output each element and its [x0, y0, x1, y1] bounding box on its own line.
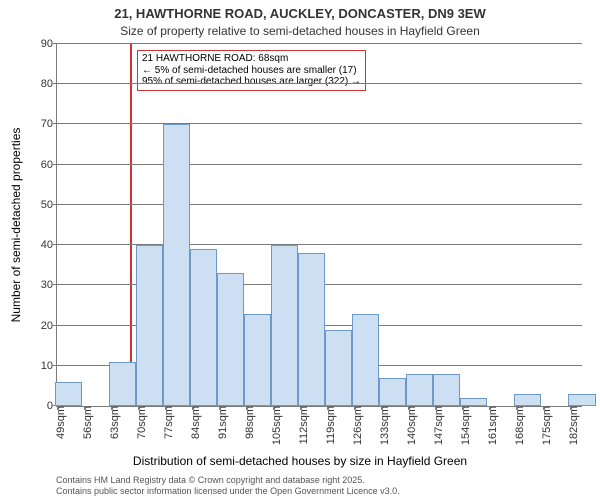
annotation-line2: ← 5% of semi-detached houses are smaller…: [142, 65, 361, 77]
y-tick-label: 10: [41, 360, 57, 372]
y-tick-label: 50: [41, 199, 57, 211]
histogram-bar: [271, 245, 298, 406]
x-tick-label: 63sqm: [105, 406, 121, 439]
histogram-bar: [433, 374, 460, 406]
histogram-bar: [352, 314, 379, 407]
y-gridline: [57, 204, 582, 205]
x-tick-label: 147sqm: [429, 406, 445, 445]
title-line1: 21, HAWTHORNE ROAD, AUCKLEY, DONCASTER, …: [0, 6, 600, 21]
histogram-bar: [163, 124, 190, 406]
y-tick-label: 70: [41, 118, 57, 130]
y-axis-label: Number of semi-detached properties: [9, 128, 23, 323]
y-tick-label: 60: [41, 159, 57, 171]
x-tick-label: 84sqm: [186, 406, 202, 439]
x-tick-label: 154sqm: [456, 406, 472, 445]
footer-line2: Contains public sector information licen…: [56, 486, 400, 497]
x-tick-label: 98sqm: [240, 406, 256, 439]
plot-area: 21 HAWTHORNE ROAD: 68sqm ← 5% of semi-de…: [56, 44, 582, 407]
histogram-bar: [109, 362, 136, 406]
x-tick-label: 168sqm: [510, 406, 526, 445]
y-tick-label: 40: [41, 239, 57, 251]
y-gridline: [57, 83, 582, 84]
y-gridline: [57, 43, 582, 44]
x-tick-label: 77sqm: [159, 406, 175, 439]
annotation-line1: 21 HAWTHORNE ROAD: 68sqm: [142, 53, 361, 65]
x-tick-label: 126sqm: [348, 406, 364, 445]
x-tick-label: 56sqm: [78, 406, 94, 439]
histogram-bar: [460, 398, 487, 406]
x-tick-label: 105sqm: [267, 406, 283, 445]
histogram-bar: [217, 273, 244, 406]
histogram-bar: [514, 394, 541, 406]
x-axis-label: Distribution of semi-detached houses by …: [0, 454, 600, 468]
histogram-bar: [298, 253, 325, 406]
chart-container: 21, HAWTHORNE ROAD, AUCKLEY, DONCASTER, …: [0, 0, 600, 500]
x-tick-label: 119sqm: [321, 406, 337, 444]
y-tick-label: 80: [41, 78, 57, 90]
y-gridline: [57, 123, 582, 124]
x-tick-label: 49sqm: [51, 406, 67, 439]
histogram-bar: [136, 245, 163, 406]
x-tick-label: 133sqm: [375, 406, 391, 445]
x-tick-label: 182sqm: [564, 406, 580, 445]
x-tick-label: 70sqm: [132, 406, 148, 439]
histogram-bar: [379, 378, 406, 406]
annotation-line3: 95% of semi-detached houses are larger (…: [142, 76, 361, 88]
footer-attribution: Contains HM Land Registry data © Crown c…: [56, 475, 400, 497]
histogram-bar: [406, 374, 433, 406]
x-tick-label: 175sqm: [537, 406, 553, 445]
histogram-bar: [568, 394, 595, 406]
y-gridline: [57, 164, 582, 165]
histogram-bar: [244, 314, 271, 407]
footer-line1: Contains HM Land Registry data © Crown c…: [56, 475, 400, 486]
x-tick-label: 140sqm: [402, 406, 418, 445]
x-tick-label: 112sqm: [294, 406, 310, 444]
y-tick-label: 20: [41, 320, 57, 332]
y-tick-label: 30: [41, 279, 57, 291]
x-tick-label: 161sqm: [483, 406, 499, 445]
histogram-bar: [325, 330, 352, 406]
title-line2: Size of property relative to semi-detach…: [0, 24, 600, 38]
histogram-bar: [55, 382, 82, 406]
x-tick-label: 91sqm: [213, 406, 229, 439]
annotation-box: 21 HAWTHORNE ROAD: 68sqm ← 5% of semi-de…: [137, 50, 366, 91]
reference-line: [130, 44, 132, 406]
histogram-bar: [190, 249, 217, 406]
y-tick-label: 90: [41, 38, 57, 50]
